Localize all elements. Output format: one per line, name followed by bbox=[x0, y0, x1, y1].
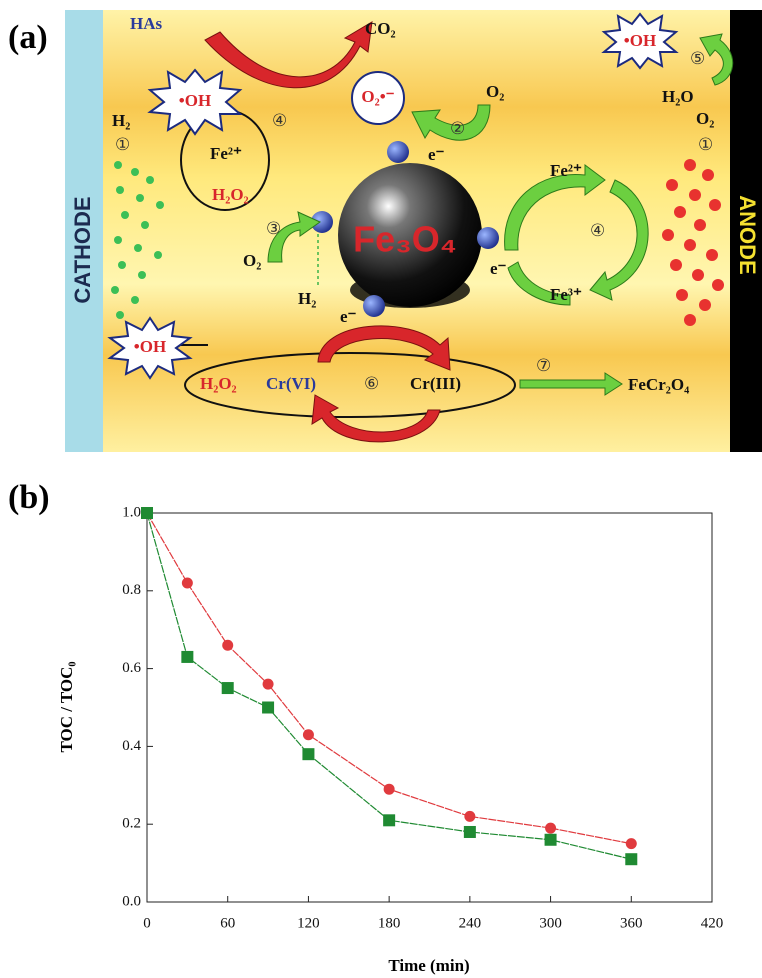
y-tick-label: 0.2 bbox=[122, 816, 141, 832]
y-tick-label: 1.0 bbox=[122, 504, 141, 520]
panel-label: (b) bbox=[8, 479, 50, 516]
chart: Time (min) TOC / TOC₀ 0 60 120 180 240 300 360… bbox=[57, 504, 723, 974]
label: Cr(VI) bbox=[266, 374, 316, 393]
label: ② bbox=[450, 119, 465, 138]
label: O₂•⁻ bbox=[361, 87, 394, 106]
marker bbox=[222, 640, 233, 651]
label: Fe²⁺ bbox=[210, 144, 242, 163]
x-tick-label: 360 bbox=[620, 915, 643, 931]
marker bbox=[262, 702, 274, 714]
y-axis-label: TOC / TOC₀ bbox=[57, 661, 76, 752]
label: Fe²⁺ bbox=[550, 161, 582, 180]
label: O₂ bbox=[696, 109, 714, 128]
label: •OH bbox=[179, 91, 211, 110]
label: Fe₃O₄ bbox=[353, 219, 457, 260]
marker bbox=[303, 729, 314, 740]
marker bbox=[626, 838, 637, 849]
marker bbox=[625, 853, 637, 865]
x-tick-label: 420 bbox=[701, 915, 724, 931]
label: ① bbox=[115, 135, 130, 154]
y-tick-label: 0.0 bbox=[122, 893, 141, 909]
marker bbox=[141, 507, 153, 519]
x-tick-label: 300 bbox=[539, 915, 562, 931]
marker bbox=[464, 826, 476, 838]
label: ④ bbox=[272, 111, 287, 130]
label: Cr(III) bbox=[410, 374, 461, 393]
y-tick-label: 0.6 bbox=[122, 660, 141, 676]
marker bbox=[222, 682, 234, 694]
label: e⁻ bbox=[490, 259, 507, 278]
label: ⑦ bbox=[536, 356, 551, 375]
x-tick-label: 0 bbox=[143, 915, 151, 931]
label: •OH bbox=[624, 31, 656, 50]
diagram: (a) HAs CO₂ •OH O₂•⁻ ④ ② O₂ e⁻ H₂ ① Fe²⁺… bbox=[8, 10, 762, 452]
y-tick-label: 0.8 bbox=[122, 582, 141, 598]
marker bbox=[545, 834, 557, 846]
x-axis-label: Time (min) bbox=[388, 956, 469, 975]
figure: (a) HAs CO₂ •OH O₂•⁻ ④ ② O₂ e⁻ H₂ ① Fe²⁺… bbox=[0, 0, 762, 978]
x-tick-label: 180 bbox=[378, 915, 401, 931]
marker bbox=[545, 823, 556, 834]
label: CO₂ bbox=[365, 19, 396, 38]
label: ⑥ bbox=[364, 374, 379, 393]
y-tick-label: 0.4 bbox=[122, 738, 141, 754]
label: ③ bbox=[266, 219, 281, 238]
label: H₂O₂ bbox=[200, 374, 237, 393]
marker bbox=[383, 814, 395, 826]
marker bbox=[464, 811, 475, 822]
label: ⑤ bbox=[690, 49, 705, 68]
label: H₂ bbox=[298, 289, 316, 308]
label: H₂ bbox=[112, 111, 130, 130]
x-tick-label: 240 bbox=[459, 915, 482, 931]
label: H₂O bbox=[662, 87, 694, 106]
label: •OH bbox=[134, 337, 166, 356]
cathode-label: CATHODE bbox=[70, 196, 95, 303]
label: ④ bbox=[590, 221, 605, 240]
label: H₂O₂ bbox=[212, 185, 249, 204]
label: FeCr₂O₄ bbox=[628, 375, 689, 394]
x-tick-label: 60 bbox=[220, 915, 235, 931]
label: O₂ bbox=[243, 251, 261, 270]
label: Fe³⁺ bbox=[550, 285, 582, 304]
label: e⁻ bbox=[428, 145, 445, 164]
marker bbox=[181, 651, 193, 663]
anode-label: ANODE bbox=[735, 195, 760, 274]
label: HAs bbox=[130, 14, 163, 33]
marker bbox=[263, 679, 274, 690]
marker bbox=[384, 784, 395, 795]
series-line bbox=[147, 513, 631, 859]
panel-label: (a) bbox=[8, 19, 48, 56]
marker bbox=[182, 578, 193, 589]
label: O₂ bbox=[486, 82, 504, 101]
label: e⁻ bbox=[340, 307, 357, 326]
x-tick-label: 120 bbox=[297, 915, 320, 931]
marker bbox=[302, 748, 314, 760]
label: ① bbox=[698, 135, 713, 154]
